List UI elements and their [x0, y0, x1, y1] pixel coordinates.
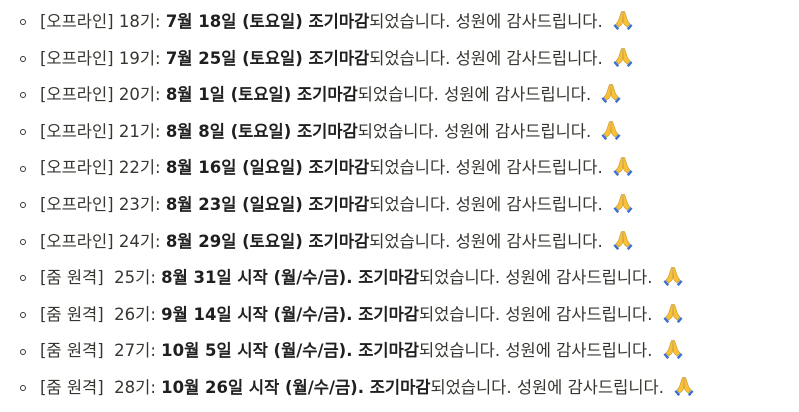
thank-you-text: 되었습니다. 성원에 감사드립니다. [418, 268, 658, 288]
schedule-status: 8월 31일 시작 (월/수/금). 조기마감 [161, 268, 419, 288]
cohort-label: [줌 원격] 27기: [40, 341, 162, 361]
bullet-icon [20, 385, 26, 392]
schedule-status: 8월 29일 (토요일) 조기마감 [165, 231, 370, 251]
bullet-icon [20, 275, 26, 282]
folded-hands-icon [613, 230, 633, 250]
schedule-status: 7월 25일 (토요일) 조기마감 [165, 48, 370, 68]
list-item: [줌 원격] 25기: 8월 31일 시작 (월/수/금). 조기마감되었습니다… [0, 260, 799, 297]
thank-you-text: 되었습니다. 성원에 감사드립니다. [357, 121, 597, 141]
schedule-status: 9월 14일 시작 (월/수/금). 조기마감 [161, 304, 419, 324]
bullet-icon [20, 202, 26, 209]
folded-hands-icon [613, 10, 633, 31]
thank-you-text: 되었습니다. 성원에 감사드립니다. [369, 48, 608, 68]
cohort-label: [줌 원격] 26기: [40, 304, 162, 324]
cohort-label: [오프라인] 23기: [40, 194, 166, 214]
list-item: [오프라인] 23기: 8월 23일 (일요일) 조기마감되었습니다. 성원에 … [0, 187, 799, 224]
thank-you-text: 되었습니다. 성원에 감사드립니다. [357, 85, 597, 105]
folded-hands-icon [674, 376, 694, 397]
thank-you-text: 되었습니다. 성원에 감사드립니다. [369, 12, 608, 31]
bullet-icon [20, 92, 26, 99]
list-item: [오프라인] 22기: 8월 16일 (일요일) 조기마감되었습니다. 성원에 … [0, 150, 799, 187]
thank-you-text: 되었습니다. 성원에 감사드립니다. [430, 377, 670, 397]
folded-hands-icon [601, 120, 622, 140]
folded-hands-icon [663, 267, 683, 287]
thank-you-text: 되었습니다. 성원에 감사드립니다. [418, 341, 658, 361]
schedule-status: 8월 1일 (토요일) 조기마감 [165, 85, 358, 105]
cohort-label: [줌 원격] 28기: [40, 377, 162, 397]
thank-you-text: 되었습니다. 성원에 감사드립니다. [369, 194, 608, 214]
folded-hands-icon [663, 303, 683, 323]
list-item: [오프라인] 18기: 7월 18일 (토요일) 조기마감되었습니다. 성원에 … [0, 4, 799, 41]
schedule-status: 8월 8일 (토요일) 조기마감 [165, 121, 358, 141]
bullet-icon [20, 19, 26, 26]
schedule-status: 8월 16일 (일요일) 조기마감 [165, 158, 370, 178]
bullet-icon [20, 348, 26, 355]
bullet-icon [20, 55, 26, 62]
bullet-icon [20, 129, 26, 136]
folded-hands-icon [613, 193, 633, 214]
cohort-label: [오프라인] 19기: [40, 48, 166, 68]
list-item: [오프라인] 24기: 8월 29일 (토요일) 조기마감되었습니다. 성원에 … [0, 224, 799, 261]
folded-hands-icon [663, 340, 683, 360]
cohort-label: [오프라인] 18기: [40, 12, 166, 31]
thank-you-text: 되었습니다. 성원에 감사드립니다. [418, 304, 658, 324]
folded-hands-icon [601, 84, 622, 104]
bullet-icon [20, 165, 26, 172]
thank-you-text: 되었습니다. 성원에 감사드립니다. [369, 158, 608, 178]
schedule-status: 7월 18일 (토요일) 조기마감 [165, 12, 370, 31]
cohort-label: [오프라인] 24기: [40, 231, 166, 251]
cohort-label: [줌 원격] 25기: [40, 268, 162, 288]
folded-hands-icon [613, 157, 633, 177]
schedule-status: 10월 5일 시작 (월/수/금). 조기마감 [161, 341, 419, 361]
schedule-status: 8월 23일 (일요일) 조기마감 [165, 194, 370, 214]
list-item: [오프라인] 19기: 7월 25일 (토요일) 조기마감되었습니다. 성원에 … [0, 41, 799, 78]
list-item: [줌 원격] 28기: 10월 26일 시작 (월/수/금). 조기마감되었습니… [0, 370, 799, 407]
thank-you-text: 되었습니다. 성원에 감사드립니다. [369, 231, 608, 251]
cohort-label: [오프라인] 22기: [40, 158, 166, 178]
list-item: [줌 원격] 27기: 10월 5일 시작 (월/수/금). 조기마감되었습니다… [0, 333, 799, 370]
bullet-icon [20, 238, 26, 245]
list-item: [오프라인] 20기: 8월 1일 (토요일) 조기마감되었습니다. 성원에 감… [0, 77, 799, 114]
folded-hands-icon [613, 47, 633, 67]
list-item: [줌 원격] 26기: 9월 14일 시작 (월/수/금). 조기마감되었습니다… [0, 297, 799, 334]
list-item: [오프라인] 21기: 8월 8일 (토요일) 조기마감되었습니다. 성원에 감… [0, 114, 799, 151]
bullet-icon [20, 312, 26, 319]
schedule-status: 10월 26일 시작 (월/수/금). 조기마감 [161, 377, 431, 397]
cohort-label: [오프라인] 21기: [40, 121, 166, 141]
cohort-label: [오프라인] 20기: [40, 85, 166, 105]
